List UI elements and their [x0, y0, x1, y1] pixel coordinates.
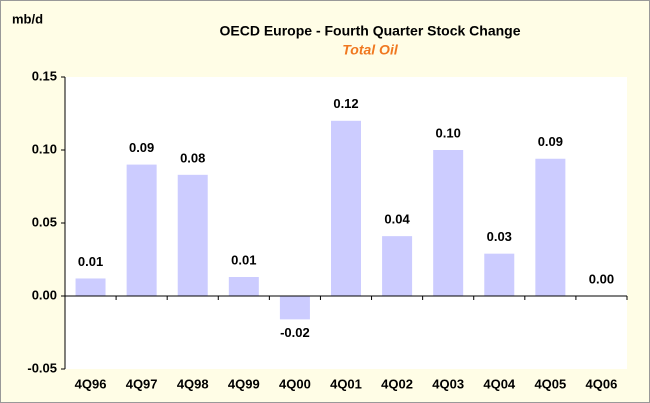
x-tick-label: 4Q02	[381, 376, 413, 391]
y-tick-label: 0.05	[32, 214, 57, 229]
bar	[228, 277, 259, 296]
chart-subtitle: Total Oil	[342, 42, 399, 58]
x-tick-label: 4Q05	[534, 376, 566, 391]
chart-title: OECD Europe - Fourth Quarter Stock Chang…	[219, 23, 520, 39]
x-tick-label: 4Q03	[432, 376, 464, 391]
y-tick-label: 0.00	[32, 287, 57, 302]
x-tick-label: 4Q00	[279, 376, 311, 391]
y-axis-label: mb/d	[12, 11, 43, 26]
data-label: 0.03	[487, 229, 512, 244]
x-tick-label: 4Q98	[177, 376, 209, 391]
data-label: 0.01	[231, 252, 256, 267]
x-tick-label: 4Q96	[75, 376, 107, 391]
x-tick-label: 4Q06	[586, 376, 618, 391]
y-tick-label: -0.05	[27, 360, 57, 375]
bar	[177, 174, 208, 296]
data-label: -0.02	[280, 325, 310, 340]
x-tick-label: 4Q97	[126, 376, 158, 391]
data-label: 0.10	[436, 125, 461, 140]
bar	[126, 164, 157, 296]
bar	[382, 236, 413, 296]
data-label: 0.04	[384, 212, 410, 227]
data-label: 0.09	[538, 134, 563, 149]
bar	[331, 120, 361, 296]
data-label: 0.00	[589, 271, 614, 286]
y-tick-label: 0.15	[32, 68, 57, 83]
y-tick-label: 0.10	[32, 141, 57, 156]
bar	[535, 158, 566, 296]
bar	[433, 150, 464, 296]
data-label: 0.08	[180, 150, 205, 165]
data-label: 0.01	[78, 254, 103, 269]
x-tick-label: 4Q04	[483, 376, 516, 391]
bar	[75, 278, 106, 296]
bar	[279, 296, 310, 320]
data-label: 0.09	[129, 140, 154, 155]
x-tick-label: 4Q01	[330, 376, 362, 391]
x-tick-label: 4Q99	[228, 376, 260, 391]
bar	[484, 253, 515, 296]
data-label: 0.12	[333, 96, 358, 111]
